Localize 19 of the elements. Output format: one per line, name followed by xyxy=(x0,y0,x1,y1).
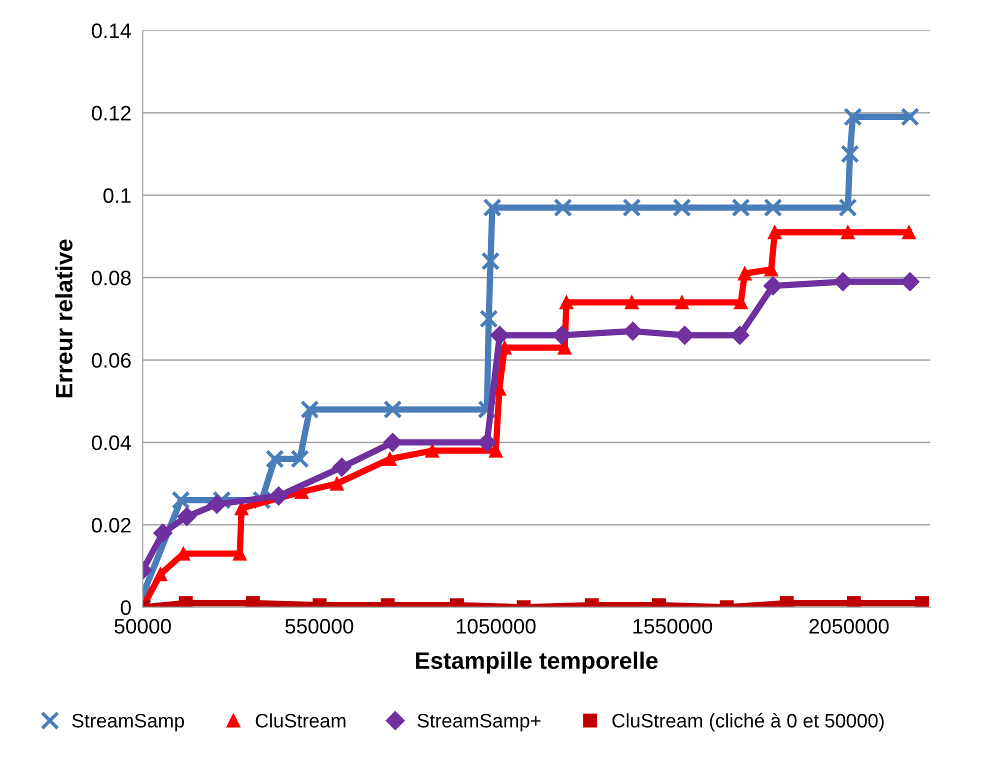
legend-label: CluStream xyxy=(256,713,346,728)
x-axis-title: Estampille temporelle xyxy=(416,652,658,674)
legend-label: StreamSamp xyxy=(72,714,184,732)
legend-label: CluStream (cliché à 0 et 50000) xyxy=(612,713,884,732)
x-tick-label: 1550000 xyxy=(633,618,712,634)
y-tick-label: 0.02 xyxy=(92,518,131,533)
y-tick-label: 0.08 xyxy=(92,270,131,286)
y-tick-label: 0.14 xyxy=(92,23,131,38)
x-tick-label: 550000 xyxy=(285,618,354,634)
y-tick-label: 0 xyxy=(120,600,131,615)
x-tick-label: 1050000 xyxy=(456,618,536,634)
y-tick-label: 0.04 xyxy=(92,435,131,450)
x-tick-label: 2050000 xyxy=(809,618,889,634)
x-tick-label: 50000 xyxy=(114,618,171,634)
y-tick-label: 0.06 xyxy=(92,353,131,368)
y-axis-title: Erreur relative xyxy=(55,240,73,398)
legend-label: StreamSamp+ xyxy=(418,714,540,732)
y-tick-label: 0.1 xyxy=(103,188,131,203)
y-tick-label: 0.12 xyxy=(92,106,131,121)
